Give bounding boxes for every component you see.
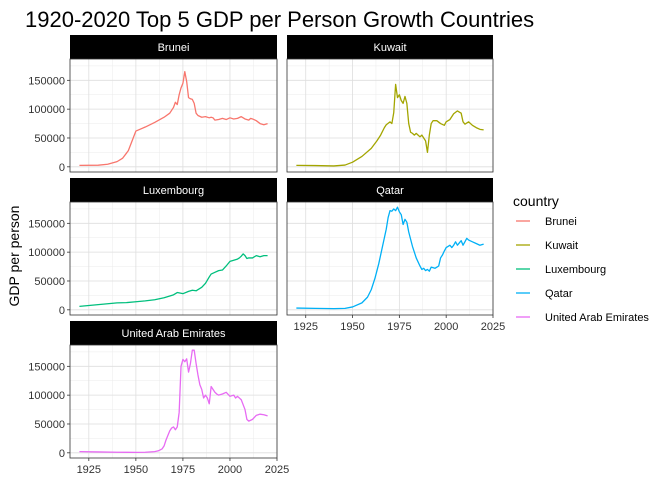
panel-border [286,201,494,316]
legend-item-luxembourg: Luxembourg [516,264,606,276]
panel-background [70,59,277,172]
strip-label-united-arab-emirates: United Arab Emirates [122,328,226,340]
strip-label-luxembourg: Luxembourg [143,185,204,197]
panel-background [70,202,277,315]
strip-luxembourg [70,178,277,202]
strip-united-arab-emirates [70,321,277,345]
y-tick-label: 100000 [28,390,65,402]
strip-label-brunei: Brunei [158,42,190,54]
x-tick-label: 1975 [171,464,195,476]
strip-label-qatar: Qatar [376,185,404,197]
legend-label-luxembourg: Luxembourg [545,264,606,276]
strip-kuwait [287,35,493,59]
panel-background [287,202,493,315]
panel-qatar: Qatar 1925 1950 1975 2000 2025 [286,178,505,333]
strip-label-kuwait: Kuwait [373,42,406,54]
y-tick-label: 150000 [28,218,65,230]
panel-background [287,59,493,172]
x-tick-label: 2000 [434,321,458,333]
series-line-brunei [79,71,268,167]
y-tick-label: 50000 [34,276,65,288]
legend-label-qatar: Qatar [545,288,573,300]
panel-kuwait: Kuwait [286,35,494,173]
panel-border [69,344,278,459]
panel-border [69,58,278,173]
x-tick-label: 2025 [265,464,289,476]
panel-luxembourg: Luxembourg 0 50000 100000 150000 [28,178,278,317]
x-tick-label: 1950 [124,464,148,476]
strip-brunei [70,35,277,59]
y-tick-label: 150000 [28,361,65,373]
y-tick-label: 150000 [28,75,65,87]
legend-title: country [513,193,559,209]
y-tick-label: 0 [59,305,65,317]
legend-label-brunei: Brunei [545,216,577,228]
chart-title: 1920-2020 Top 5 GDP per Person Growth Co… [25,7,534,32]
legend-item-brunei: Brunei [516,216,577,228]
panel-border [69,201,278,316]
x-tick-label: 1975 [387,321,411,333]
legend-label-kuwait: Kuwait [545,240,578,252]
legend-item-qatar: Qatar [516,288,573,300]
panel-united-arab-emirates: United Arab Emirates 0 50000 100000 150000 19… [28,321,289,476]
series-line-kuwait [296,83,484,167]
legend-item-united-arab-emirates: United Arab Emirates [516,312,649,324]
series-line-luxembourg [79,253,268,307]
y-tick-label: 100000 [28,104,65,116]
legend-label-united-arab-emirates: United Arab Emirates [545,312,649,324]
y-tick-label: 0 [59,448,65,460]
legend-item-kuwait: Kuwait [516,240,578,252]
y-tick-label: 100000 [28,247,65,259]
x-tick-label: 1925 [77,464,101,476]
y-tick-label: 0 [59,162,65,174]
y-axis-label: GDP per person [6,206,22,307]
x-tick-label: 2000 [218,464,242,476]
x-tick-label: 1950 [340,321,364,333]
panel-background [70,345,277,458]
x-tick-label: 2025 [481,321,505,333]
x-tick-label: 1925 [293,321,317,333]
strip-qatar [287,178,493,202]
legend: country Brunei Kuwait Luxembourg Qatar Unite… [513,193,649,324]
series-line-qatar [296,206,484,310]
facet-panels: Brunei 0 50000 100000 150000 Kuwait Luxembourg… [28,35,505,476]
series-line-united-arab-emirates [79,349,268,453]
panel-brunei: Brunei 0 50000 100000 150000 [28,35,278,174]
panel-border [286,58,494,173]
y-tick-label: 50000 [34,133,65,145]
y-tick-label: 50000 [34,419,65,431]
